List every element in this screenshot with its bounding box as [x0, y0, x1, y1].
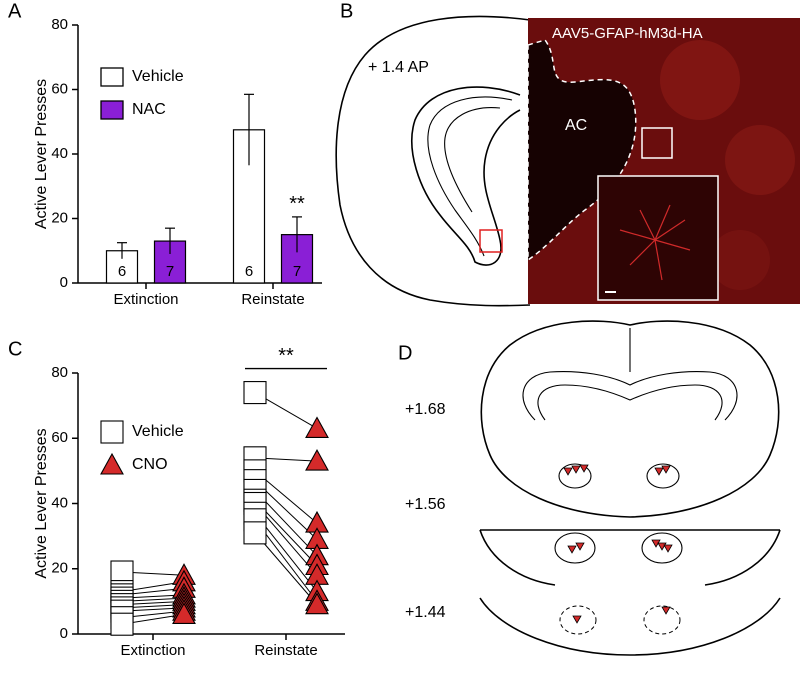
legend-swatch	[100, 67, 124, 87]
construct-label: AAV5-GFAP-hM3d-HA	[552, 25, 703, 42]
n-label: 6	[245, 263, 253, 280]
ac-region	[527, 39, 637, 262]
ventricle-outline	[411, 86, 521, 266]
legend-swatch	[100, 100, 124, 120]
y-tick-label: 40	[51, 494, 68, 511]
legend-swatch	[100, 420, 124, 444]
ventricle-outline	[537, 384, 723, 421]
y-tick-label: 0	[60, 625, 68, 642]
region-box	[479, 229, 503, 253]
section-outline	[479, 597, 781, 656]
y-axis-label: Active Lever Presses	[33, 428, 50, 578]
point	[243, 381, 267, 405]
n-label: 7	[293, 263, 301, 280]
y-tick-label: 0	[60, 274, 68, 291]
x-tick-label: Reinstate	[254, 642, 317, 659]
n-label: 7	[166, 263, 174, 280]
level-label: + 1.4 AP	[368, 59, 429, 76]
point	[243, 521, 267, 545]
level-label: +1.56	[405, 496, 446, 513]
legend-label: Vehicle	[132, 68, 184, 85]
point	[110, 560, 134, 584]
panel-label: C	[8, 338, 22, 360]
ventricle-outline	[427, 96, 513, 257]
nucleus	[558, 463, 592, 489]
nucleus	[554, 532, 596, 564]
signal	[725, 125, 795, 195]
brain-outline	[335, 15, 531, 307]
ventricle-outline	[444, 107, 501, 213]
nucleus	[643, 605, 681, 635]
point	[172, 602, 196, 624]
significance: **	[289, 193, 305, 215]
section-outline	[479, 529, 781, 586]
region-label: AC	[565, 117, 587, 134]
pair-line	[254, 532, 318, 605]
panel-label: A	[8, 0, 22, 22]
y-axis-label: Active Lever Presses	[33, 79, 50, 229]
y-tick-label: 80	[51, 364, 68, 381]
signal	[660, 40, 740, 120]
histology-panel: + 1.4 AP AAV5-GFAP-hM3d-HA AC	[335, 15, 800, 307]
point	[305, 448, 329, 471]
signal	[710, 230, 770, 290]
x-tick-label: Extinction	[113, 291, 178, 308]
legend-swatch	[100, 452, 124, 475]
y-tick-label: 60	[51, 80, 68, 97]
level-label: +1.68	[405, 401, 446, 418]
level-label: +1.44	[405, 604, 446, 621]
point	[110, 612, 134, 636]
n-label: 6	[118, 263, 126, 280]
section-outline	[480, 320, 780, 518]
legend-label: Vehicle	[132, 423, 184, 440]
panel-label: D	[398, 342, 412, 364]
y-tick-label: 20	[51, 209, 68, 226]
significance: **	[278, 345, 294, 367]
nucleus	[559, 605, 597, 635]
y-tick-label: 80	[51, 16, 68, 33]
x-tick-label: Extinction	[120, 642, 185, 659]
nucleus	[646, 463, 680, 489]
point	[305, 592, 329, 615]
y-tick-label: 60	[51, 429, 68, 446]
legend-label: NAC	[132, 101, 166, 118]
nucleus	[641, 532, 683, 564]
panel-label: B	[340, 0, 353, 22]
ventricle-outline	[522, 371, 738, 421]
x-tick-label: Reinstate	[241, 291, 304, 308]
atlas-panel: +1.68 +1.56 +1.44	[405, 320, 781, 656]
zoom-box	[641, 127, 673, 159]
injection-sites	[563, 464, 673, 624]
y-tick-label: 40	[51, 145, 68, 162]
legend-label: CNO	[132, 456, 168, 473]
astrocyte	[619, 204, 691, 281]
point	[305, 416, 329, 439]
y-tick-label: 20	[51, 560, 68, 577]
